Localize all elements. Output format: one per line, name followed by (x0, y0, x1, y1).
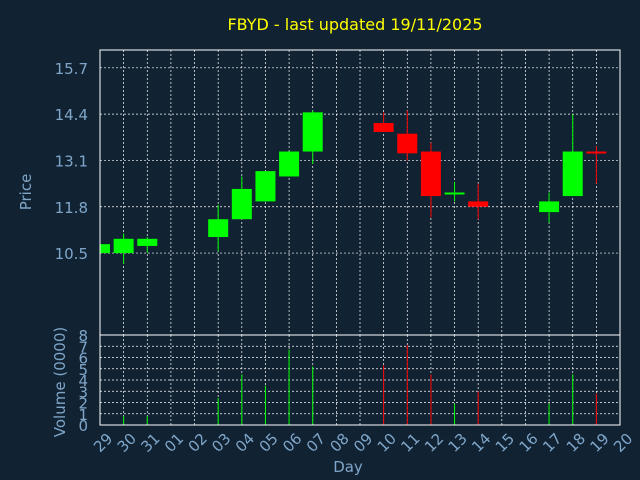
volume-bars (99, 345, 597, 425)
price-y-tick-label: 15.7 (55, 60, 88, 78)
volume-plot-frame (99, 334, 621, 426)
volume-y-tick-label: 5 (78, 361, 88, 379)
candle-body (373, 123, 394, 132)
volume-y-tick-label: 0 (78, 417, 88, 435)
candle-body (420, 151, 441, 197)
candle-body (586, 151, 607, 154)
volume-y-tick-label: 3 (78, 383, 88, 401)
candle-body (562, 151, 583, 197)
price-y-tick-label: 10.5 (55, 245, 88, 263)
price-y-ticks: 10.5 11.8 13.1 14.4 15.7 (55, 60, 88, 263)
price-y-axis-label: Price (17, 174, 35, 211)
volume-y-tick-label: 4 (78, 372, 88, 390)
price-candles (99, 110, 607, 264)
candle-body (397, 133, 418, 154)
candle-body (302, 112, 323, 152)
x-axis-label: Day (333, 458, 363, 476)
volume-y-tick-label: 7 (78, 338, 88, 356)
candle-body (279, 151, 300, 177)
price-grid (99, 50, 621, 335)
volume-y-tick-label: 8 (78, 327, 88, 345)
volume-y-axis-label: Volume (0000) (51, 327, 69, 437)
candle-body (468, 201, 489, 207)
candle-body (113, 238, 134, 254)
candle-body (137, 238, 158, 246)
volume-y-tick-label: 1 (78, 406, 88, 424)
candle-body (208, 219, 229, 238)
price-y-tick-label: 11.8 (55, 199, 88, 217)
day-x-ticks: 2930310102030405060708091011121314151617… (90, 430, 636, 456)
candle-body (231, 188, 252, 220)
candle-body (255, 171, 276, 202)
chart-title: FBYD - last updated 19/11/2025 (227, 15, 482, 34)
candle-body (100, 244, 110, 254)
candle-body (539, 201, 560, 213)
volume-y-tick-label: 6 (78, 350, 88, 368)
volume-y-tick-label: 2 (78, 395, 88, 413)
price-y-tick-label: 13.1 (55, 152, 88, 170)
candle-body (444, 192, 465, 195)
price-y-tick-label: 14.4 (55, 106, 88, 124)
